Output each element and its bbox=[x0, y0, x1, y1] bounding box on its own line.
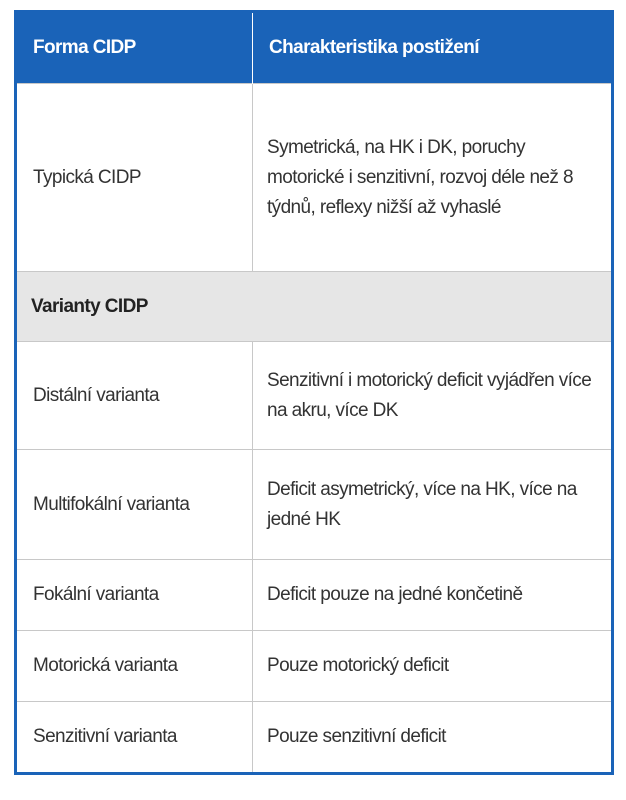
table: Forma CIDP Charakteristika postižení Typ… bbox=[17, 13, 611, 772]
header-cell: Forma CIDP bbox=[17, 13, 253, 84]
header-row: Forma CIDP Charakteristika postižení bbox=[17, 13, 611, 84]
table-cell: Deficit pouze na jedné končetině bbox=[252, 559, 611, 631]
table-cell: Pouze senzitivní deficit bbox=[252, 701, 611, 772]
table-cell: Fokální varianta bbox=[17, 559, 253, 631]
table-cell: Typická CIDP bbox=[17, 83, 253, 272]
table-cell: Senzitivní varianta bbox=[17, 701, 253, 772]
table-body: Typická CIDP Symetrická, na HK i DK, poru… bbox=[17, 83, 611, 772]
table-header: Forma CIDP Charakteristika postižení bbox=[17, 13, 611, 84]
table-row: Multifokální varianta Deficit asymetrický… bbox=[17, 449, 611, 560]
table-cell: Senzitivní i motorický deficit vyjádřen … bbox=[252, 341, 611, 450]
header-cell: Charakteristika postižení bbox=[252, 13, 611, 84]
section-cell: Varianty CIDP bbox=[17, 271, 611, 342]
table-cell: Pouze motorický deficit bbox=[252, 630, 611, 702]
table-cell: Deficit asymetrický, více na HK, více na… bbox=[252, 449, 611, 560]
table-row: Motorická varianta Pouze motorický defici… bbox=[17, 630, 611, 702]
table-frame: Forma CIDP Charakteristika postižení Typ… bbox=[14, 10, 614, 775]
table-cell: Distální varianta bbox=[17, 341, 253, 450]
table-row: Distální varianta Senzitivní i motorický … bbox=[17, 341, 611, 450]
table-row: Fokální varianta Deficit pouze na jedné k… bbox=[17, 559, 611, 631]
table-row: Senzitivní varianta Pouze senzitivní defi… bbox=[17, 701, 611, 772]
table-cell: Symetrická, na HK i DK, poruchy motorick… bbox=[252, 83, 611, 272]
table-row: Typická CIDP Symetrická, na HK i DK, poru… bbox=[17, 83, 611, 272]
table-cell: Motorická varianta bbox=[17, 630, 253, 702]
table-cell: Multifokální varianta bbox=[17, 449, 253, 560]
section-row: Varianty CIDP bbox=[17, 271, 611, 342]
